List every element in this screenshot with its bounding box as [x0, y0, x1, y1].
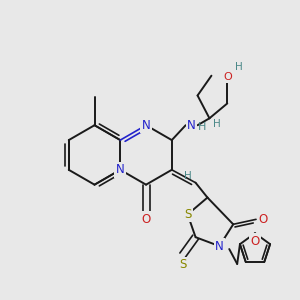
Text: O: O	[141, 213, 151, 226]
Text: H: H	[198, 122, 207, 132]
Text: H: H	[214, 119, 221, 129]
Text: N: N	[215, 240, 224, 253]
Text: N: N	[187, 119, 196, 132]
Text: O: O	[250, 235, 260, 248]
Text: S: S	[179, 258, 186, 272]
Text: H: H	[235, 62, 243, 72]
Text: O: O	[258, 213, 268, 226]
Text: N: N	[142, 119, 150, 132]
Text: S: S	[184, 208, 191, 221]
Text: H: H	[184, 171, 191, 181]
Text: N: N	[116, 163, 125, 176]
Text: O: O	[223, 72, 232, 82]
